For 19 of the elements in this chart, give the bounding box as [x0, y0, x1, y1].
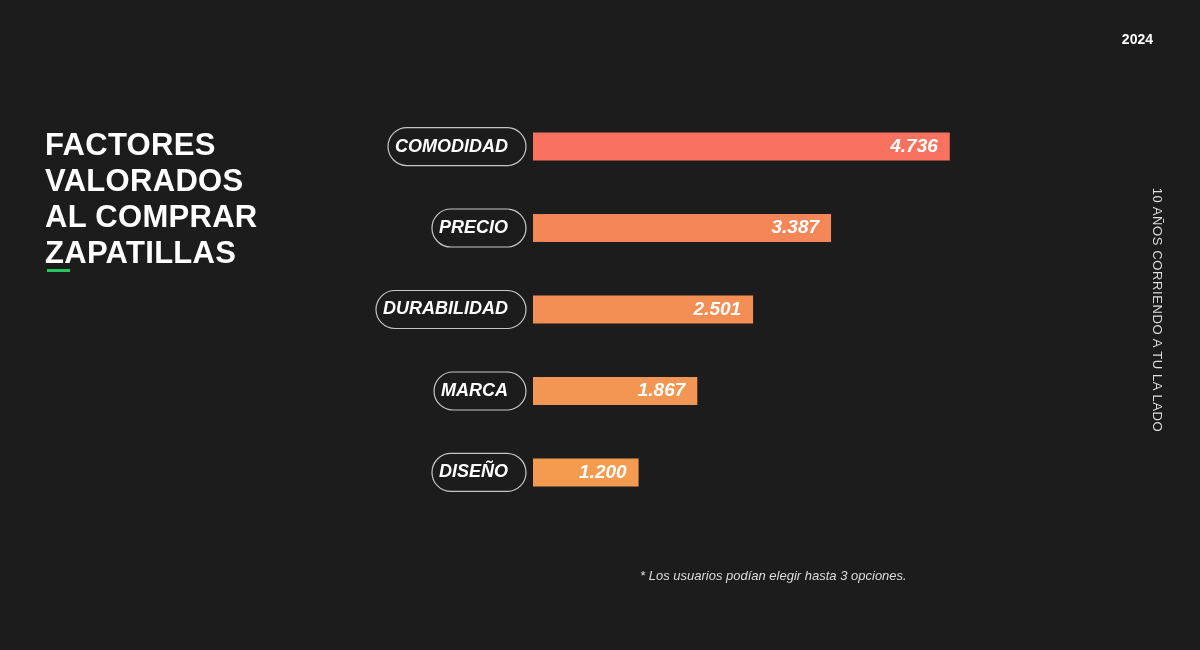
bar [533, 376, 698, 406]
text: * Los usuarios podían elegir hasta 3 opciones. [640, 568, 907, 583]
y-tick-label: MARCA [441, 379, 508, 400]
data-label: 3.387 [771, 216, 821, 238]
text: 10 AÑOS CORRIENDO A TU LA LADO [1149, 187, 1165, 433]
data-label: 1.200 [579, 460, 628, 482]
y-tick-label: PRECIO [438, 216, 508, 237]
bar [533, 213, 832, 243]
data-label: 1.867 [637, 379, 687, 401]
bar [533, 295, 754, 324]
y-tick-label: DISEÑO [438, 460, 508, 482]
text: FACTORES VALORADOS AL COMPRAR ZAPATILLAS [45, 127, 259, 271]
bar [533, 458, 639, 487]
data-label: 4.736 [889, 134, 939, 156]
y-tick-label: DURABILIDAD [383, 298, 508, 319]
data-label: 2.501 [692, 297, 742, 319]
text: 2024 [1121, 31, 1153, 47]
bar [533, 132, 950, 161]
y-tick-label: COMODIDAD [395, 135, 508, 156]
